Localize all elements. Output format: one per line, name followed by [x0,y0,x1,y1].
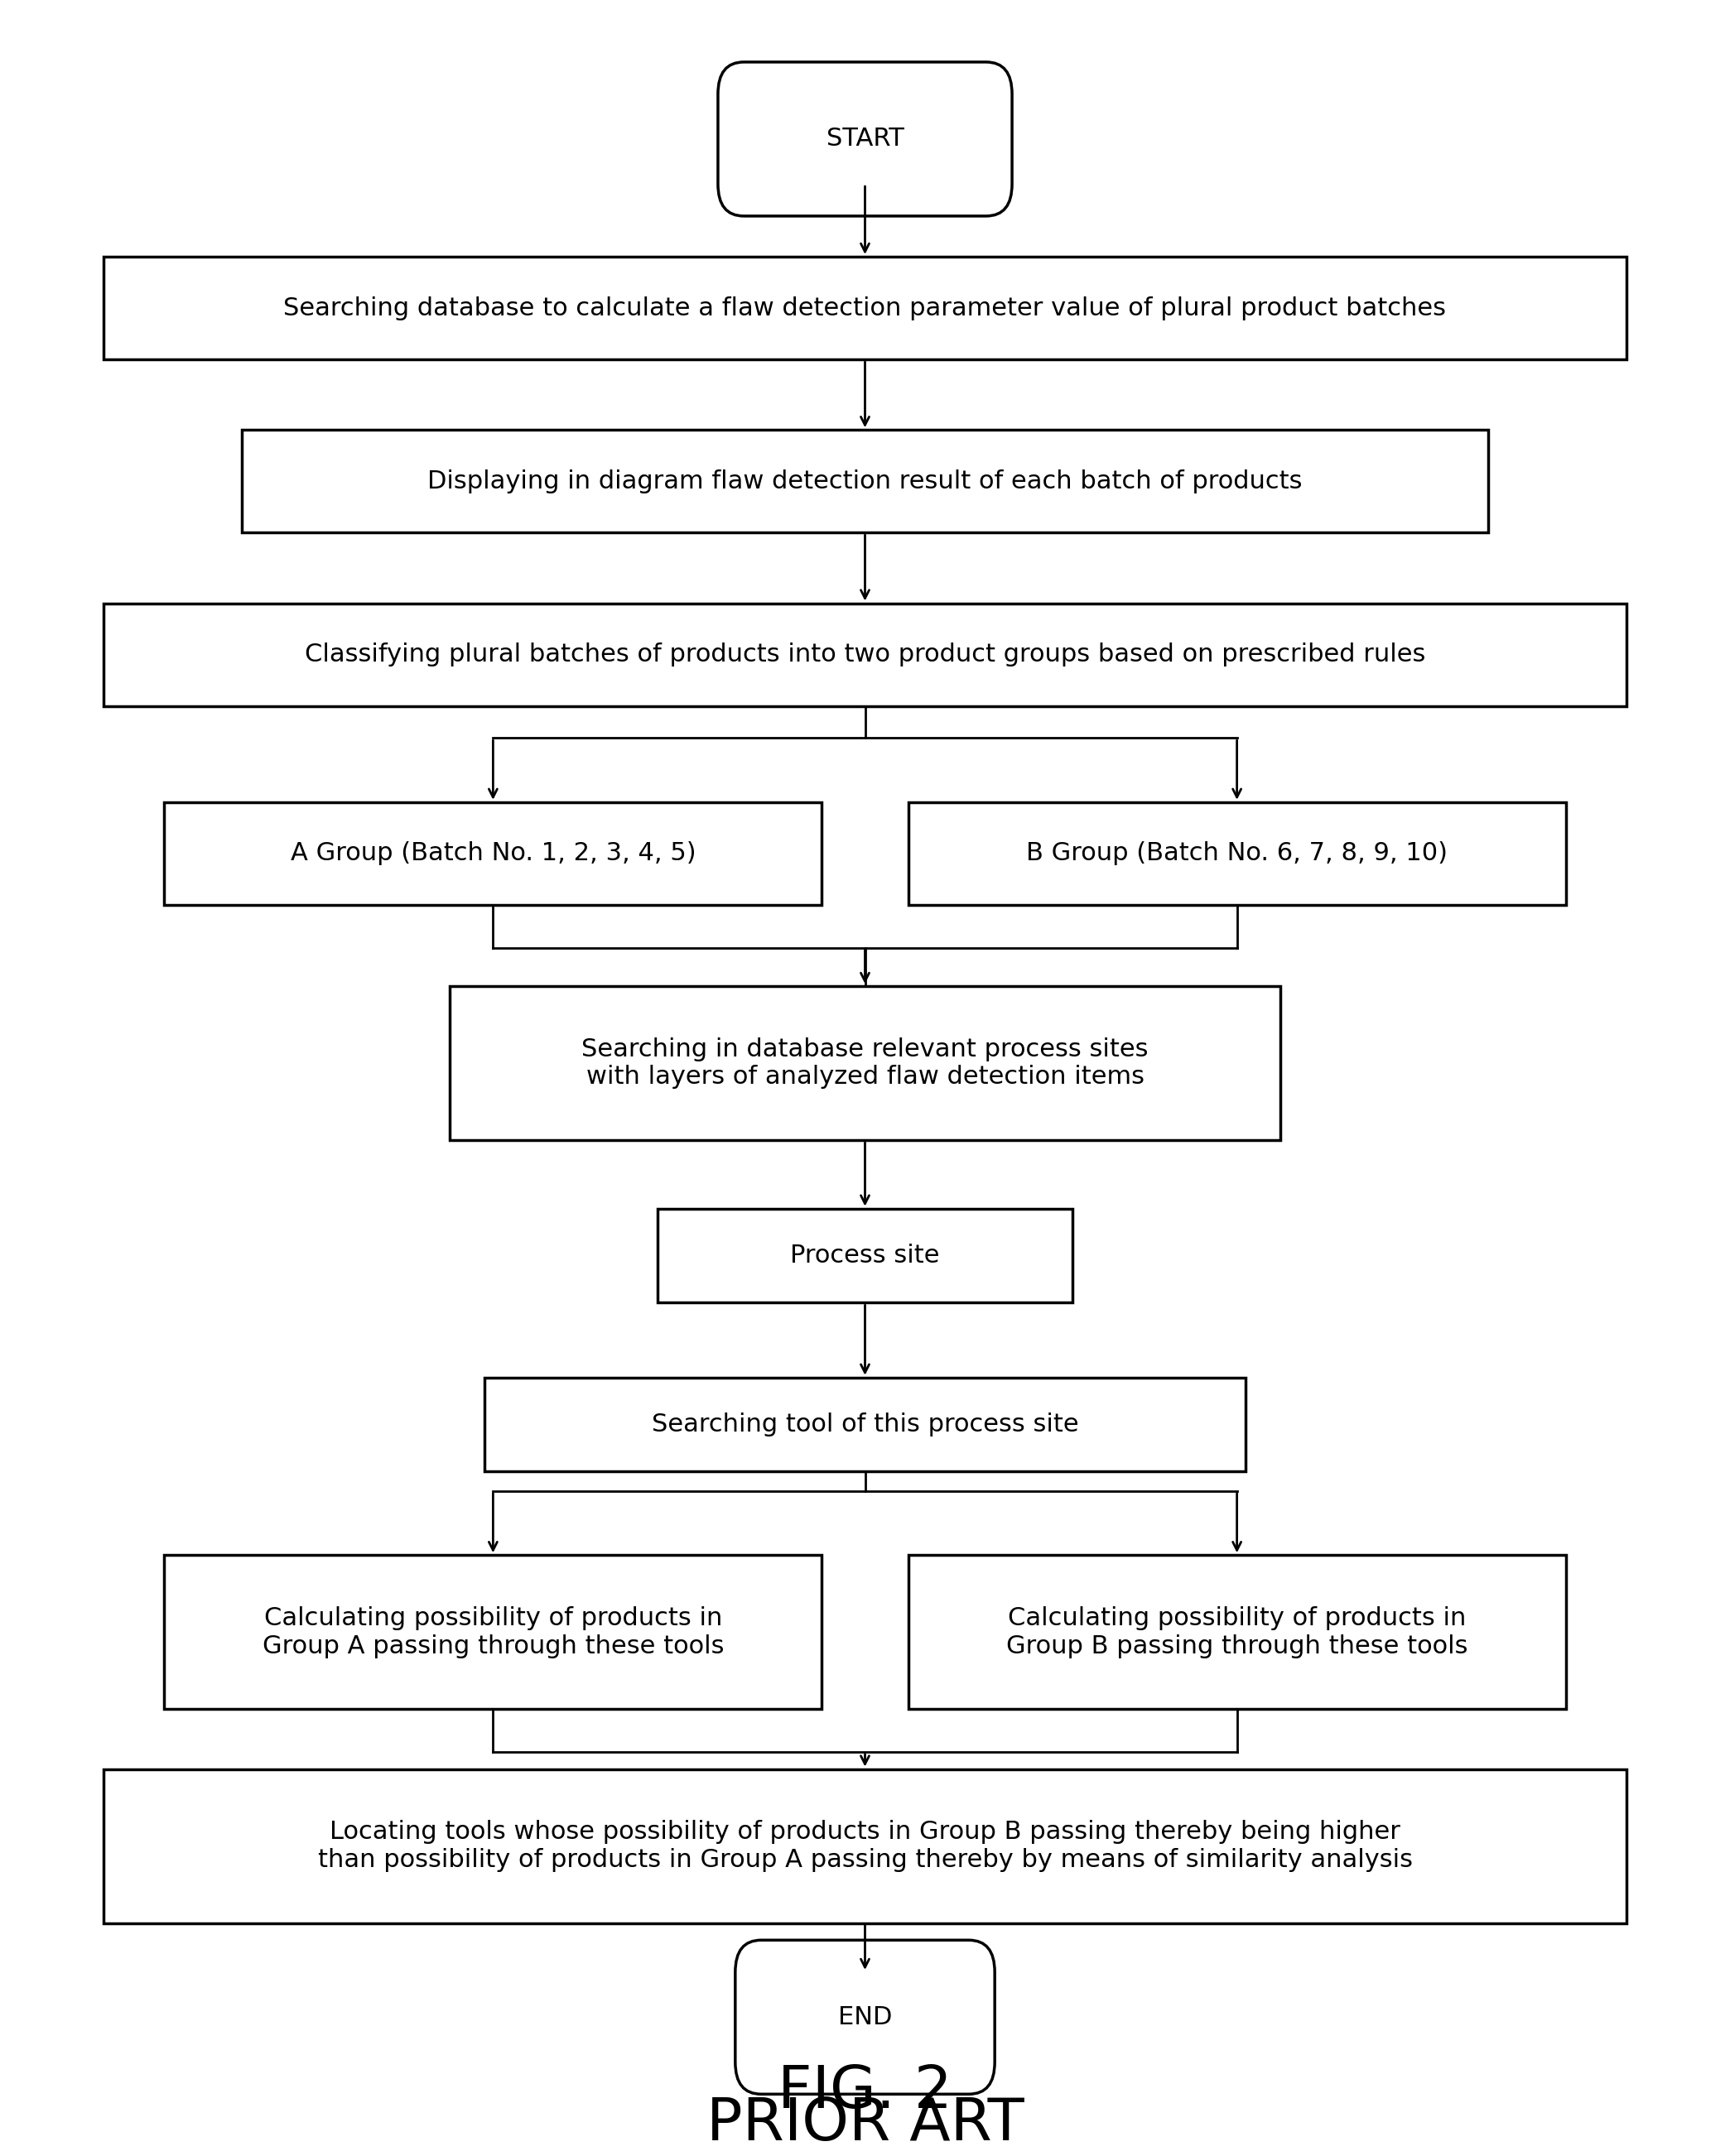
Text: B Group (Batch No. 6, 7, 8, 9, 10): B Group (Batch No. 6, 7, 8, 9, 10) [1026,841,1448,865]
Text: Calculating possibility of products in
Group A passing through these tools: Calculating possibility of products in G… [263,1606,723,1658]
Text: Calculating possibility of products in
Group B passing through these tools: Calculating possibility of products in G… [1007,1606,1467,1658]
Bar [104,604,1626,705]
Text: Classifying plural batches of products into two product groups based on prescrib: Classifying plural batches of products i… [304,642,1426,666]
Text: Process site: Process site [791,1244,939,1268]
Text: Searching tool of this process site: Searching tool of this process site [652,1412,1078,1436]
Text: Searching database to calculate a flaw detection parameter value of plural produ: Searching database to calculate a flaw d… [284,295,1446,319]
Text: Searching in database relevant process sites
with layers of analyzed flaw detect: Searching in database relevant process s… [581,1037,1149,1089]
Text: Locating tools whose possibility of products in Group B passing thereby being hi: Locating tools whose possibility of prod… [318,1820,1412,1871]
Bar [104,1770,1626,1923]
Bar [242,429,1488,533]
Text: FIG. 2: FIG. 2 [778,2063,952,2122]
Text: END: END [837,2005,893,2029]
Bar [164,802,822,906]
Text: START: START [827,127,903,151]
FancyBboxPatch shape [735,1940,995,2093]
Bar [657,1210,1073,1302]
Bar [164,1554,822,1710]
Bar [908,1554,1566,1710]
Bar [104,257,1626,360]
Bar [484,1378,1246,1473]
FancyBboxPatch shape [718,63,1012,216]
Text: A Group (Batch No. 1, 2, 3, 4, 5): A Group (Batch No. 1, 2, 3, 4, 5) [291,841,695,865]
Bar [908,802,1566,906]
Bar [450,985,1280,1141]
Text: PRIOR ART: PRIOR ART [706,2096,1024,2152]
Text: Displaying in diagram flaw detection result of each batch of products: Displaying in diagram flaw detection res… [427,470,1303,494]
